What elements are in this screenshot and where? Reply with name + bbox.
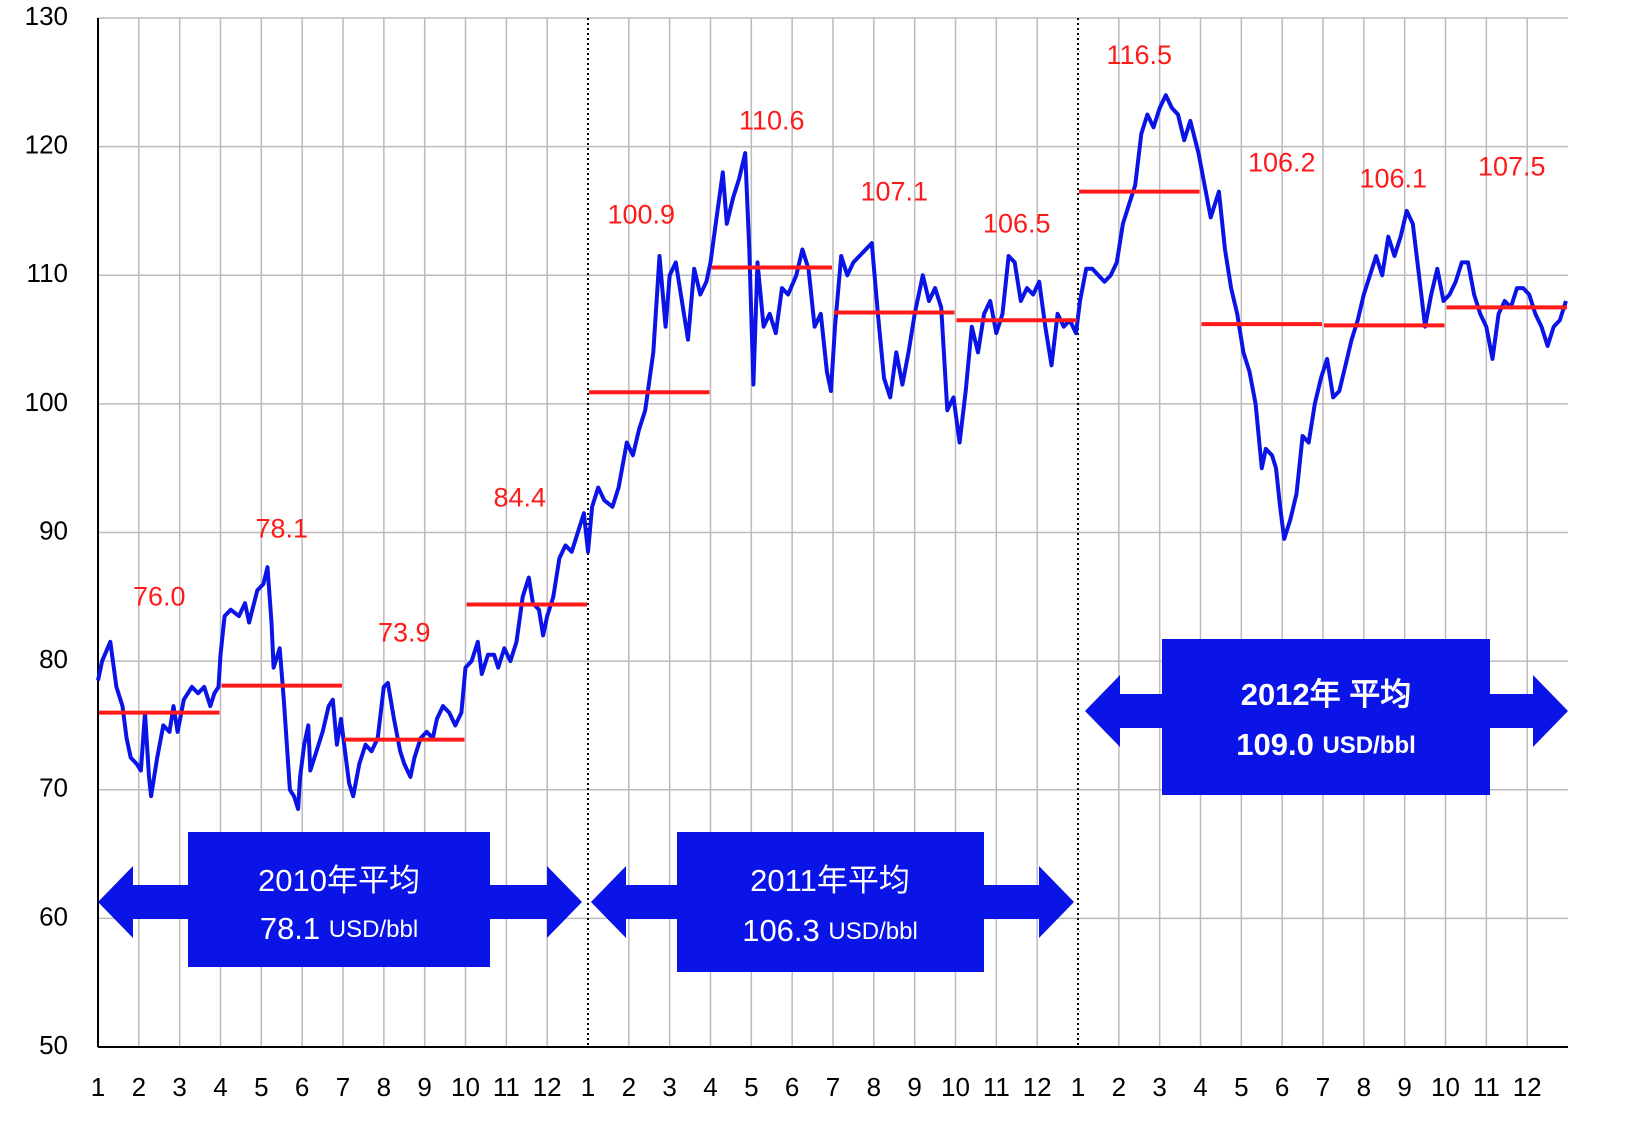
average-label: 78.1	[255, 514, 308, 544]
y-tick-label: 120	[25, 130, 68, 160]
y-tick-label: 110	[27, 258, 68, 288]
x-tick-label: 1	[1071, 1072, 1085, 1102]
x-tick-label: 12	[1513, 1072, 1542, 1102]
x-tick-label: 9	[1397, 1072, 1411, 1102]
x-tick-label: 12	[533, 1072, 562, 1102]
x-tick-label: 8	[867, 1072, 881, 1102]
x-tick-label: 4	[703, 1072, 717, 1102]
x-tick-label: 11	[1473, 1072, 1500, 1102]
x-tick-label: 11	[983, 1072, 1010, 1102]
x-tick-label: 9	[907, 1072, 921, 1102]
y-tick-label: 90	[39, 515, 68, 545]
y-tick-label: 60	[39, 901, 68, 931]
annotation-title: 2011年平均	[750, 863, 910, 898]
y-tick-label: 80	[39, 644, 68, 674]
y-tick-label: 70	[39, 773, 68, 803]
average-label: 76.0	[133, 582, 186, 612]
average-label: 107.5	[1478, 152, 1546, 182]
x-tick-label: 2	[1112, 1072, 1126, 1102]
average-label: 84.4	[493, 483, 546, 513]
average-label: 106.2	[1248, 147, 1316, 177]
x-tick-label: 6	[295, 1072, 309, 1102]
x-tick-label: 12	[1023, 1072, 1052, 1102]
x-tick-label: 7	[1316, 1072, 1330, 1102]
x-tick-label: 8	[1357, 1072, 1371, 1102]
annotation-value: 78.1 USD/bbl	[260, 911, 418, 946]
annotation-box	[677, 832, 984, 972]
x-tick-label: 10	[451, 1072, 480, 1102]
x-tick-label: 4	[213, 1072, 227, 1102]
y-tick-label: 50	[39, 1030, 68, 1060]
annotation-title: 2010年平均	[258, 863, 420, 898]
x-tick-label: 1	[91, 1072, 105, 1102]
x-tick-label: 3	[1152, 1072, 1166, 1102]
x-tick-label: 10	[941, 1072, 970, 1102]
x-tick-label: 10	[1431, 1072, 1460, 1102]
x-tick-label: 2	[132, 1072, 146, 1102]
x-tick-label: 8	[377, 1072, 391, 1102]
x-tick-label: 5	[744, 1072, 758, 1102]
average-label: 110.6	[739, 106, 805, 136]
annotation-title: 2012年 平均	[1241, 677, 1412, 712]
annotation-number: 109.0	[1236, 727, 1314, 762]
x-tick-label: 6	[785, 1072, 799, 1102]
average-label: 107.1	[860, 177, 928, 207]
y-tick-label: 100	[25, 387, 68, 417]
average-label: 100.9	[607, 199, 675, 229]
annotation-value: 106.3 USD/bbl	[742, 913, 918, 948]
average-label: 73.9	[378, 618, 431, 648]
x-tick-label: 9	[417, 1072, 431, 1102]
x-tick-label: 1	[581, 1072, 595, 1102]
annotation-unit: USD/bbl	[1322, 732, 1415, 759]
x-tick-label: 5	[1234, 1072, 1248, 1102]
x-tick-label: 3	[172, 1072, 186, 1102]
x-tick-label: 5	[254, 1072, 268, 1102]
x-tick-label: 2	[622, 1072, 636, 1102]
x-tick-label: 6	[1275, 1072, 1289, 1102]
annotation-number: 78.1	[260, 911, 320, 946]
average-label: 106.5	[983, 208, 1051, 238]
annotation-value: 109.0 USD/bbl	[1236, 727, 1416, 762]
x-tick-label: 3	[662, 1072, 676, 1102]
annotation-graphics	[98, 639, 1568, 972]
annotation-unit: USD/bbl	[828, 918, 917, 945]
y-tick-label: 130	[25, 1, 68, 31]
annotation-box	[1162, 639, 1490, 795]
annotation-unit: USD/bbl	[329, 916, 418, 943]
x-tick-label: 7	[826, 1072, 840, 1102]
x-tick-label: 4	[1193, 1072, 1207, 1102]
average-label: 116.5	[1106, 40, 1172, 70]
x-tick-label: 7	[336, 1072, 350, 1102]
annotation-box	[188, 832, 490, 967]
annotation-number: 106.3	[742, 913, 820, 948]
x-tick-label: 11	[493, 1072, 520, 1102]
average-label: 106.1	[1359, 164, 1427, 194]
price-line	[96, 93, 1568, 811]
